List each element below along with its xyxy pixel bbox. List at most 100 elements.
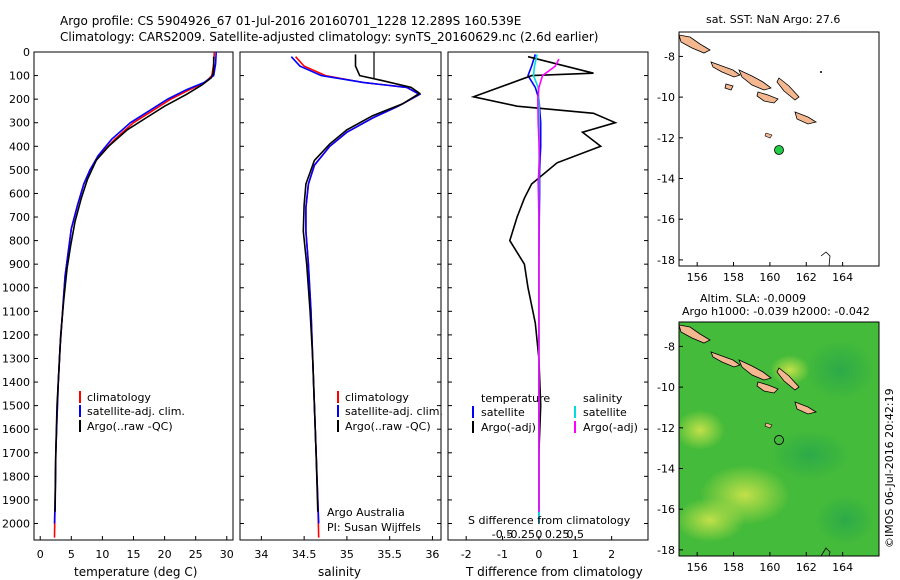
island-new-georgia bbox=[724, 83, 734, 91]
depth-tick-label: 100 bbox=[9, 70, 30, 83]
difference-lines bbox=[470, 54, 618, 524]
float-position-marker bbox=[774, 145, 784, 155]
salinity-legend: climatology satellite-adj. clim. Argo(..… bbox=[337, 391, 443, 433]
lon-tick-label: 156 bbox=[687, 271, 708, 284]
depth-tick-label: 2000 bbox=[2, 517, 30, 530]
depth-tick-label: 1200 bbox=[2, 329, 30, 342]
legend-label-climatology: climatology bbox=[87, 391, 151, 404]
x-tick-label: 25 bbox=[189, 548, 203, 561]
depth-tick-label: 300 bbox=[9, 117, 30, 130]
island-malaita bbox=[776, 77, 800, 101]
depth-tick-label: 400 bbox=[9, 140, 30, 153]
lat-tick-label: -14 bbox=[657, 463, 675, 476]
top-tick-label: -0.5 bbox=[492, 528, 513, 541]
lat-tick-label: -18 bbox=[657, 254, 675, 267]
series-line-argo-raw-qc- bbox=[54, 56, 215, 512]
series-line-argo-raw-qc- bbox=[302, 54, 422, 512]
sla-map-title-1: Altim. SLA: -0.0009 bbox=[700, 292, 806, 305]
salinity-xlabel: salinity bbox=[318, 565, 361, 579]
x-tick-label: 10 bbox=[95, 548, 109, 561]
x-tick-label: -2 bbox=[461, 548, 472, 561]
sla-map-frame bbox=[678, 321, 880, 557]
legend-label-satellite: satellite-adj. clim. bbox=[345, 405, 443, 418]
depth-tick-label: 500 bbox=[9, 164, 30, 177]
imos-credit: ©IMOS 06-Jul-2016 20:42:19 bbox=[883, 388, 896, 548]
x-tick-label: 15 bbox=[127, 548, 141, 561]
top-tick-label: 0.25 bbox=[545, 528, 570, 541]
island-rennell bbox=[764, 132, 773, 139]
salinity-difference-axis: -0.5-0.25 0 0.250.5 bbox=[492, 528, 584, 541]
difference-xlabel: T difference from climatology bbox=[465, 565, 643, 579]
x-tick-label: 34 bbox=[254, 548, 268, 561]
legend-label-argo: Argo(..raw -QC) bbox=[87, 420, 173, 433]
lon-tick-label: 156 bbox=[687, 561, 708, 574]
sla-map: Altim. SLA: -0.0009 Argo h1000: -0.039 h… bbox=[657, 292, 880, 574]
lat-tick-label: -12 bbox=[657, 132, 675, 145]
lat-tick-label: -18 bbox=[657, 544, 675, 557]
sla-high-blob bbox=[770, 355, 810, 385]
depth-tick-label: 600 bbox=[9, 187, 30, 200]
series-line-s-argo-adj- bbox=[536, 58, 560, 512]
difference-legend: temperature salinity satellite Argo(-adj… bbox=[472, 392, 638, 434]
lon-tick-label: 160 bbox=[759, 271, 780, 284]
lat-tick-label: -10 bbox=[657, 91, 675, 104]
lat-tick-label: -10 bbox=[657, 381, 675, 394]
island-reef bbox=[820, 251, 831, 267]
series-line-satellite-adj-clim- bbox=[53, 51, 217, 524]
depth-tick-label: 1500 bbox=[2, 400, 30, 413]
depth-tick-label: 1600 bbox=[2, 423, 30, 436]
top-tick-label: -0.25 bbox=[506, 528, 534, 541]
legend-label-s-argo: Argo(-adj) bbox=[583, 421, 638, 434]
temperature-xlabel: temperature (deg C) bbox=[74, 565, 197, 579]
lon-tick-label: 158 bbox=[723, 561, 744, 574]
figure-title-line1: Argo profile: CS 5904926_67 01-Jul-2016 … bbox=[60, 14, 521, 28]
island-guadalcanal bbox=[756, 91, 779, 104]
island-makira bbox=[794, 401, 818, 415]
sla-map-axes: 156 158 160 162 164 -8 -10 -12 -14 -16 -18 bbox=[657, 340, 853, 574]
depth-tick-label: 1800 bbox=[2, 470, 30, 483]
x-tick-label: 35 bbox=[340, 548, 354, 561]
depth-tick-label: 700 bbox=[9, 211, 30, 224]
figure-title-line2: Climatology: CARS2009. Satellite-adjuste… bbox=[60, 30, 598, 44]
sst-map-axes: 156 158 160 162 164 -8 -10 -12 -14 -16 -18 bbox=[657, 50, 853, 284]
legend-label-t-satellite: satellite bbox=[481, 406, 525, 419]
salinity-axes-frame bbox=[239, 51, 442, 541]
lon-tick-label: 164 bbox=[832, 561, 853, 574]
island-choiseul bbox=[710, 61, 741, 78]
series-line-t-argo-adj- bbox=[470, 55, 618, 512]
top-tick-label: 0 bbox=[535, 528, 542, 541]
x-tick-label: 2 bbox=[608, 548, 615, 561]
x-tick-label: 36 bbox=[425, 548, 439, 561]
sla-low-blob bbox=[770, 430, 850, 480]
x-tick-label: 5 bbox=[68, 548, 75, 561]
sla-map-title-2: Argo h1000: -0.039 h2000: -0.042 bbox=[682, 305, 870, 318]
salinity-lines bbox=[290, 54, 422, 538]
x-tick-label: 30 bbox=[220, 548, 234, 561]
sla-high-blob bbox=[679, 410, 725, 450]
temperature-legend: climatology satellite-adj. clim. Argo(..… bbox=[79, 391, 185, 433]
temperature-x-axis: 0 5 10 15 20 25 30 bbox=[37, 536, 234, 561]
lon-tick-label: 162 bbox=[796, 561, 817, 574]
temperature-panel: 0100200300400500600700800900100011001200… bbox=[2, 46, 234, 579]
sla-low-blob bbox=[805, 340, 875, 400]
series-line-satellite-adj-clim- bbox=[290, 56, 422, 524]
depth-tick-label: 1900 bbox=[2, 494, 30, 507]
salinity-x-axis: 34 34.5 35 35.5 36 bbox=[254, 536, 439, 561]
island-makira bbox=[794, 111, 818, 125]
island-choiseul bbox=[710, 351, 741, 368]
lat-tick-label: -8 bbox=[664, 340, 675, 353]
depth-tick-label: 1700 bbox=[2, 447, 30, 460]
sla-low-blob bbox=[815, 495, 875, 545]
lat-tick-label: -14 bbox=[657, 173, 675, 186]
island-bougainville bbox=[679, 324, 711, 344]
island-rennell bbox=[764, 422, 773, 429]
salinity-depth-ticks bbox=[240, 51, 441, 524]
sst-map-title: sat. SST: NaN Argo: 27.6 bbox=[706, 13, 840, 26]
depth-tick-label: 200 bbox=[9, 93, 30, 106]
lon-tick-label: 158 bbox=[723, 271, 744, 284]
x-tick-label: 0 bbox=[535, 548, 542, 561]
temperature-lines bbox=[53, 51, 217, 538]
island-reef bbox=[820, 547, 831, 556]
difference-axes-frame bbox=[447, 51, 649, 541]
x-tick-label: 34.5 bbox=[292, 548, 317, 561]
